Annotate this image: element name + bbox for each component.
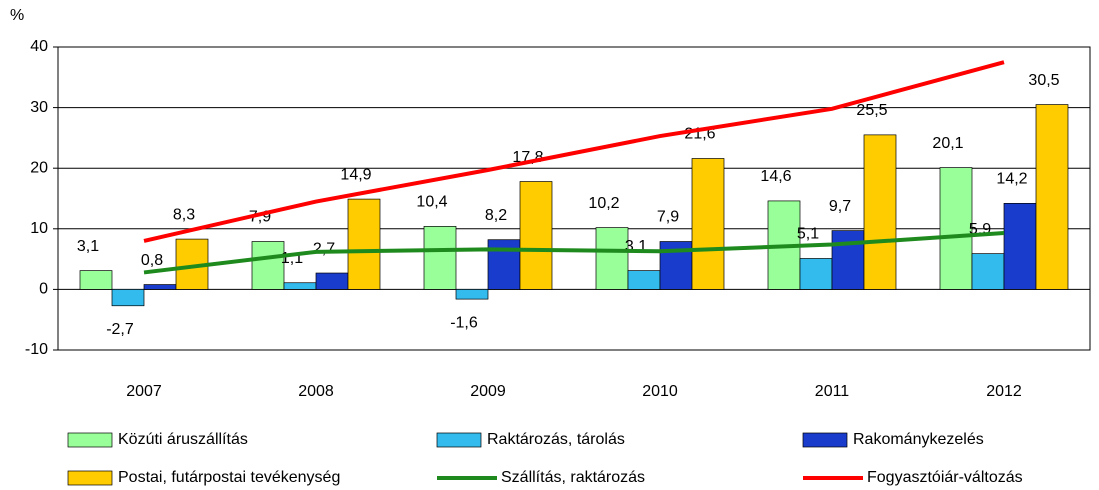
x-tick-label: 2010 <box>642 383 678 400</box>
data-label: 2,7 <box>313 240 335 257</box>
data-label: 8,2 <box>485 207 507 224</box>
bar <box>831 230 865 290</box>
bar <box>79 270 113 290</box>
x-tick-label: 2011 <box>815 383 850 400</box>
bar <box>627 270 661 290</box>
y-tick-label: 30 <box>30 99 48 116</box>
data-label: 20,1 <box>932 135 963 152</box>
line <box>143 231 1005 275</box>
y-tick-label: -10 <box>25 341 48 358</box>
data-label: -2,7 <box>106 321 134 338</box>
bar <box>691 158 725 290</box>
bar <box>283 282 317 290</box>
bar <box>595 227 629 290</box>
legend-label: Szállítás, raktározás <box>501 469 645 486</box>
y-tick-label: 20 <box>30 159 48 176</box>
data-label: 30,5 <box>1028 72 1059 89</box>
bar <box>315 272 349 290</box>
line <box>143 60 1005 243</box>
legend-label: Közúti áruszállítás <box>118 431 248 448</box>
legend-swatch <box>436 432 482 448</box>
bar <box>251 241 285 290</box>
data-label: 0,8 <box>141 252 163 269</box>
legend-label: Rakománykezelés <box>853 431 984 448</box>
data-label: 14,2 <box>996 171 1027 188</box>
bar <box>423 226 457 290</box>
plot-area <box>57 46 1091 351</box>
legend-label: Fogyasztóiár-változás <box>867 469 1023 486</box>
data-label: 9,7 <box>829 198 851 215</box>
data-label: -1,6 <box>450 314 478 331</box>
bar <box>143 284 177 290</box>
legend-swatch <box>67 432 113 448</box>
bar <box>971 253 1005 290</box>
legend-swatch <box>802 432 848 448</box>
data-label: 10,2 <box>588 195 619 212</box>
x-tick-label: 2008 <box>298 383 334 400</box>
data-label: 14,9 <box>340 166 371 183</box>
bar <box>111 289 145 307</box>
bar <box>487 239 521 290</box>
legend-swatch <box>67 470 113 486</box>
legend-label: Raktározás, tárolás <box>487 431 625 448</box>
y-tick-label: 10 <box>30 220 48 237</box>
data-label: 3,1 <box>77 238 99 255</box>
bar <box>455 289 489 300</box>
y-axis-label: % <box>10 7 24 24</box>
data-label: 14,6 <box>760 168 791 185</box>
x-tick-label: 2007 <box>126 383 162 400</box>
bar <box>863 134 897 290</box>
y-tick-label: 40 <box>30 38 48 55</box>
x-tick-label: 2009 <box>470 383 506 400</box>
y-tick-label: 0 <box>39 281 48 298</box>
legend-label: Postai, futárpostai tevékenység <box>118 469 340 486</box>
bar <box>799 258 833 290</box>
data-label: 10,4 <box>416 194 447 211</box>
bar <box>519 181 553 290</box>
data-label: 5,1 <box>797 226 819 243</box>
bar <box>939 167 973 290</box>
bar <box>1003 202 1037 290</box>
data-label: 8,3 <box>173 206 195 223</box>
bar <box>347 198 381 290</box>
bar <box>1035 104 1069 290</box>
data-label: 7,9 <box>657 209 679 226</box>
x-tick-label: 2012 <box>986 383 1022 400</box>
data-label: 25,5 <box>856 102 887 119</box>
